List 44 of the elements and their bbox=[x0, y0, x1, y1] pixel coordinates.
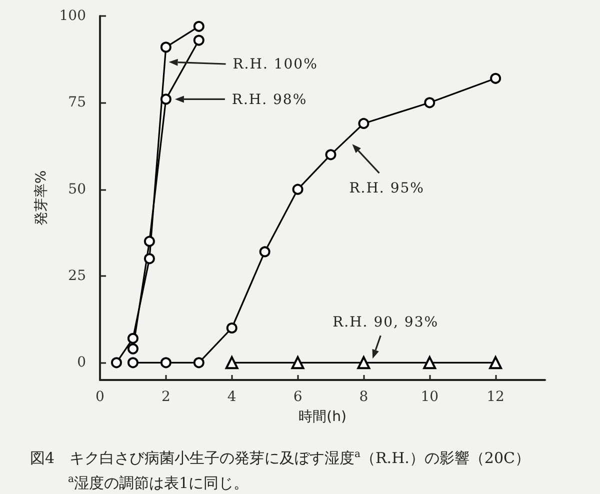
point bbox=[226, 322, 238, 334]
point bbox=[160, 357, 172, 368]
point bbox=[424, 97, 436, 108]
point bbox=[489, 356, 502, 370]
text: R.H. 100% bbox=[232, 56, 318, 73]
point bbox=[291, 356, 304, 370]
point bbox=[127, 357, 138, 368]
point bbox=[127, 332, 138, 344]
y-tick-label: 50 bbox=[68, 181, 86, 198]
point bbox=[358, 118, 370, 129]
point bbox=[144, 236, 155, 247]
point bbox=[423, 356, 436, 370]
point bbox=[225, 356, 238, 370]
y-tick-label: 100 bbox=[59, 8, 86, 24]
point bbox=[193, 34, 204, 46]
text: R.H. 90, 93% bbox=[332, 314, 439, 330]
point bbox=[160, 42, 172, 53]
y-tick-label: 25 bbox=[68, 268, 86, 284]
y-tick-label: 75 bbox=[68, 94, 86, 111]
point bbox=[144, 253, 155, 264]
text: 図4 キク白さび病菌小生子の発芽に及ぼす湿度$^{a}$（R.H.）の影響（20C） bbox=[30, 448, 531, 469]
point bbox=[160, 94, 172, 105]
point bbox=[357, 356, 370, 370]
text: R.H. 98% bbox=[232, 92, 308, 108]
x-tick-label: 4 bbox=[227, 389, 236, 405]
x-tick-label: 0 bbox=[96, 389, 104, 405]
point bbox=[325, 149, 336, 160]
x-tick-label: 8 bbox=[359, 389, 368, 405]
point bbox=[490, 72, 502, 84]
point bbox=[292, 184, 304, 195]
y-axis-title: 発芽率% bbox=[33, 170, 50, 226]
x-tick-label: 10 bbox=[420, 389, 439, 405]
point bbox=[110, 357, 122, 368]
x-axis-title: 時間(h) bbox=[298, 409, 346, 425]
y-tick-label: 0 bbox=[77, 354, 86, 371]
x-tick-label: 2 bbox=[161, 389, 170, 405]
x-tick-label: 12 bbox=[486, 389, 504, 405]
point bbox=[193, 20, 204, 32]
series-label: R.H. 95% bbox=[349, 180, 424, 197]
point bbox=[259, 246, 270, 258]
point bbox=[193, 357, 204, 368]
point bbox=[127, 343, 138, 354]
x-tick-label: 6 bbox=[293, 389, 302, 405]
text: $^{a}$湿度の調節は表1に同じ。 bbox=[67, 473, 250, 494]
